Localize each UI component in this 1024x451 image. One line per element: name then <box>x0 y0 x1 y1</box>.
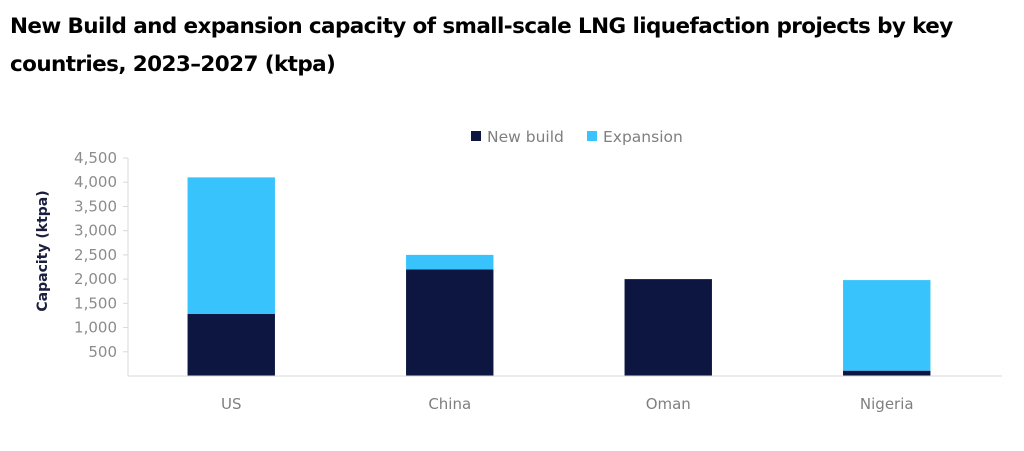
y-tick-label: 3,000 <box>74 222 117 240</box>
y-tick-label: 3,500 <box>74 197 117 215</box>
bars <box>187 177 931 376</box>
legend-label: New build <box>487 128 564 146</box>
bar-new-build-oman <box>624 279 712 376</box>
bar-new-build-nigeria <box>843 370 931 376</box>
y-tick-label: 1,000 <box>74 319 117 337</box>
legend: New build Expansion <box>471 128 683 146</box>
chart-title: New Build and expansion capacity of smal… <box>10 14 953 77</box>
bar-new-build-us <box>187 313 275 376</box>
y-axis-title: Capacity (ktpa) <box>35 190 51 311</box>
bar-expansion-us <box>187 177 275 314</box>
x-tick-label: Oman <box>646 395 691 413</box>
y-axis: 500 1,000 1,500 2,000 2,500 3,000 3,500 4,000 4,… <box>74 149 129 376</box>
x-axis: US China Oman Nigeria <box>128 375 1002 413</box>
y-tick-label: 500 <box>88 343 117 361</box>
bar-new-build-china <box>406 269 494 376</box>
y-tick-label: 2,500 <box>74 246 117 264</box>
legend-swatch <box>471 131 481 141</box>
x-tick-label: Nigeria <box>860 395 914 413</box>
x-tick-label: China <box>428 395 471 413</box>
legend-swatch <box>587 131 597 141</box>
bar-expansion-china <box>406 254 494 270</box>
legend-label: Expansion <box>603 128 683 146</box>
y-tick-label: 4,000 <box>74 173 117 191</box>
y-tick-label: 2,000 <box>74 270 117 288</box>
y-tick-label: 1,500 <box>74 294 117 312</box>
y-tick-label: 4,500 <box>74 149 117 167</box>
x-tick-label: US <box>221 395 242 413</box>
bar-expansion-nigeria <box>843 280 931 371</box>
